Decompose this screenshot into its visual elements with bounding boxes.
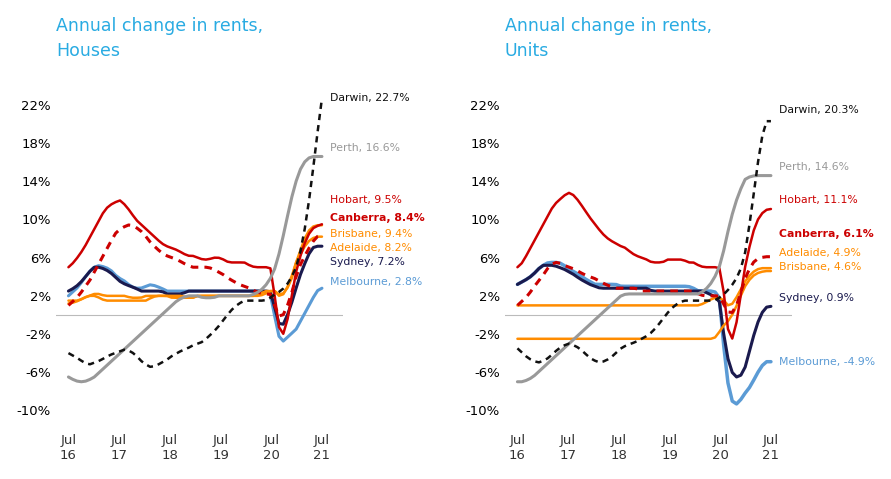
- Text: Brisbane, 4.6%: Brisbane, 4.6%: [780, 262, 862, 272]
- Text: Sydney, 7.2%: Sydney, 7.2%: [331, 257, 405, 267]
- Text: Brisbane, 9.4%: Brisbane, 9.4%: [331, 229, 413, 239]
- Text: Sydney, 0.9%: Sydney, 0.9%: [780, 293, 854, 303]
- Text: Annual change in rents,
Units: Annual change in rents, Units: [505, 17, 712, 60]
- Text: Annual change in rents,
Houses: Annual change in rents, Houses: [56, 17, 263, 60]
- Text: Darwin, 20.3%: Darwin, 20.3%: [780, 105, 859, 115]
- Text: Canberra, 6.1%: Canberra, 6.1%: [780, 229, 874, 239]
- Text: Hobart, 11.1%: Hobart, 11.1%: [780, 195, 858, 205]
- Text: Darwin, 22.7%: Darwin, 22.7%: [331, 93, 410, 103]
- Text: Melbourne, -4.9%: Melbourne, -4.9%: [780, 357, 876, 367]
- Text: Perth, 14.6%: Perth, 14.6%: [780, 162, 849, 172]
- Text: Melbourne, 2.8%: Melbourne, 2.8%: [331, 276, 422, 286]
- Text: Perth, 16.6%: Perth, 16.6%: [331, 143, 400, 153]
- Text: Hobart, 9.5%: Hobart, 9.5%: [331, 195, 402, 205]
- Text: Adelaide, 4.9%: Adelaide, 4.9%: [780, 248, 862, 258]
- Text: Canberra, 8.4%: Canberra, 8.4%: [331, 213, 425, 223]
- Text: Adelaide, 8.2%: Adelaide, 8.2%: [331, 243, 413, 253]
